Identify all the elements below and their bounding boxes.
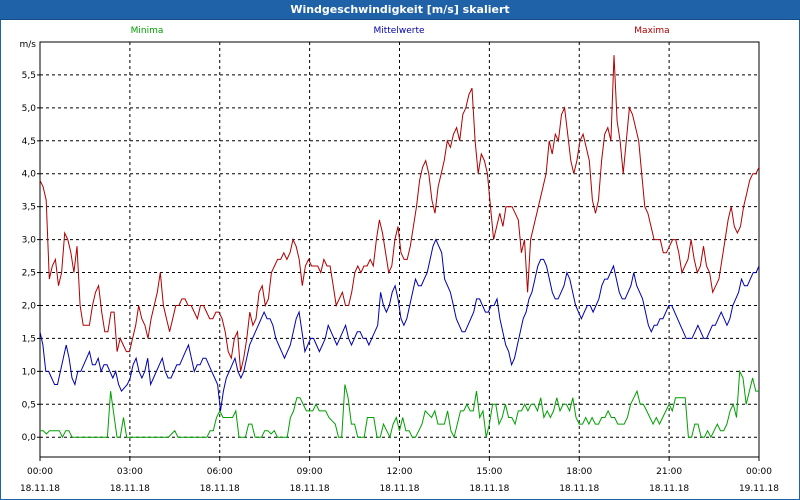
series-line-mittelwerte <box>39 238 760 411</box>
chart-title: Windgeschwindigkeit [m/s] skaliert <box>290 3 510 16</box>
y-tick-label: 5,0 <box>22 104 37 114</box>
y-tick-label: 0,0 <box>22 433 37 443</box>
y-tick-label: 2,5 <box>22 269 36 279</box>
x-tick-time-label: 21:00 <box>656 467 682 477</box>
y-tick-label: 0,5 <box>22 400 36 410</box>
x-tick-time-label: 15:00 <box>476 467 502 477</box>
x-tick-date-label: 18.11.18 <box>559 484 599 494</box>
series-line-minima <box>40 369 759 439</box>
x-tick-time-label: 03:00 <box>117 467 143 477</box>
y-tick-label: 4,5 <box>22 137 36 147</box>
plot-frame <box>39 41 760 458</box>
y-tick-label: 4,0 <box>22 170 37 180</box>
x-tick-date-label: 18.11.18 <box>649 484 689 494</box>
x-tick-date-label: 18.11.18 <box>110 484 150 494</box>
y-tick-label: 5,5 <box>22 71 36 81</box>
x-tick-date-label: 18.11.18 <box>379 484 419 494</box>
legend-entry-maxima: Maxima <box>634 26 669 36</box>
y-tick-label: 3,5 <box>22 203 36 213</box>
x-tick-time-label: 06:00 <box>207 467 233 477</box>
x-tick-date-label: 19.11.18 <box>739 484 779 494</box>
legend-entry-minima: Minima <box>131 26 164 36</box>
series-line-maxima <box>39 55 760 372</box>
legend-entry-mittelwerte: Mittelwerte <box>373 26 424 36</box>
wind-speed-chart: 0,0 0,5 1,0 1,5 2,0 2,5 3,0 3,5 4,0 4,5 5,0 5,5 m/s 0… <box>20 26 780 494</box>
x-tick-time-label: 09:00 <box>297 467 323 477</box>
y-axis-label: m/s <box>20 40 37 50</box>
x-tick-time-label: 00:00 <box>27 467 53 477</box>
y-tick-label: 1,5 <box>22 334 36 344</box>
x-tick-date-label: 18.11.18 <box>200 484 240 494</box>
x-tick-date-label: 18.11.18 <box>20 484 60 494</box>
window-title-bar: Windgeschwindigkeit [m/s] skaliert <box>0 0 800 20</box>
y-tick-label: 2,0 <box>22 301 37 311</box>
y-tick-label: 1,0 <box>22 367 37 377</box>
x-tick-time-label: 12:00 <box>387 467 413 477</box>
x-tick-time-label: 00:00 <box>746 467 772 477</box>
x-tick-time-label: 18:00 <box>566 467 592 477</box>
x-tick-date-label: 18.11.18 <box>469 484 509 494</box>
chart-area: 0,0 0,5 1,0 1,5 2,0 2,5 3,0 3,5 4,0 4,5 5,0 5,5 m/s 0… <box>0 20 800 500</box>
x-tick-date-label: 18.11.18 <box>290 484 330 494</box>
y-tick-label: 3,0 <box>22 236 37 246</box>
